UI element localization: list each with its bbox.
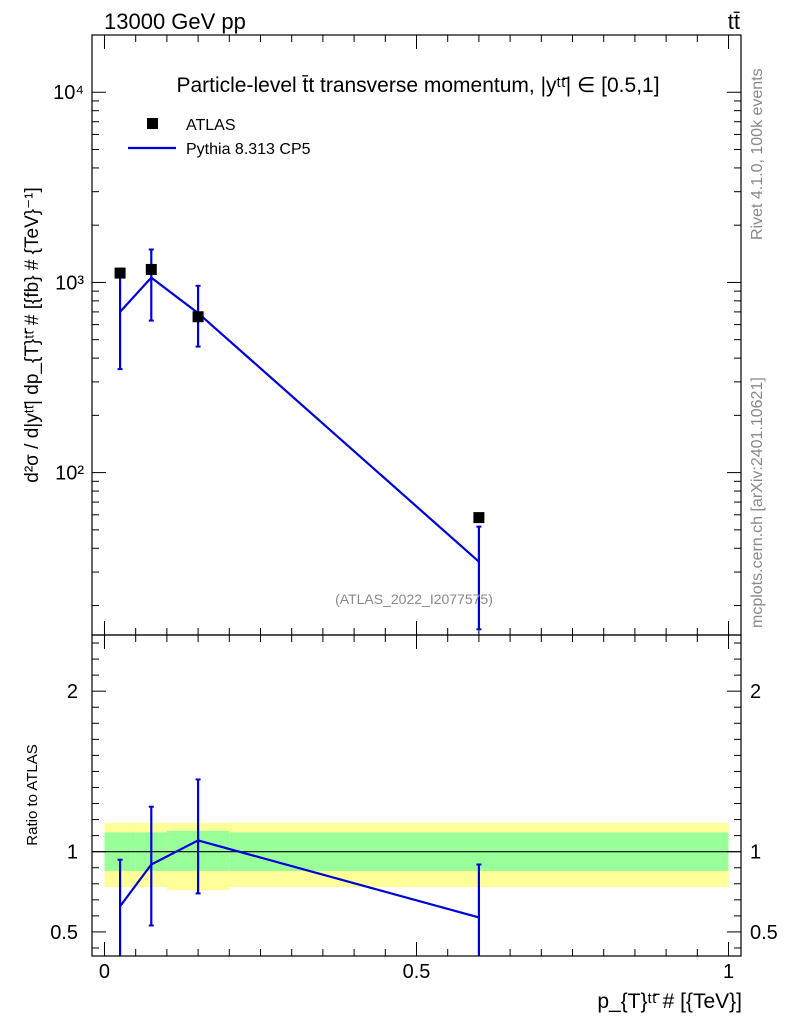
data-point <box>192 311 204 323</box>
x-tick-label: 1 <box>723 961 734 983</box>
main-x-ticks <box>103 35 730 635</box>
data-point <box>145 263 157 275</box>
main-panel: 10² 10³ 10⁴ Particle-level t̄t transverse … <box>22 34 742 636</box>
energy-label: 13000 GeV pp <box>104 9 246 34</box>
ratio-y-ticks: 0.5 0.5 1 1 2 2 <box>50 642 778 949</box>
ratio-y-axis-label: Ratio to ATLAS <box>24 744 41 845</box>
ratio-x-ticks: 0 0.5 1 <box>99 635 734 983</box>
mc-line <box>119 276 480 563</box>
main-title: Particle-level t̄t transverse momentum, … <box>176 74 659 97</box>
x-tick-label: 0 <box>99 961 110 983</box>
ratio-y-tick-label-right: 2 <box>750 681 761 703</box>
ratio-frame <box>91 634 742 957</box>
analysis-watermark: (ATLAS_2022_I2077575) <box>335 591 493 607</box>
main-series <box>114 248 485 631</box>
main-y-ticks: 10² 10³ 10⁴ <box>53 34 741 607</box>
x-tick-label: 0.5 <box>403 961 431 983</box>
legend-mc-label: Pythia 8.313 CP5 <box>186 141 311 158</box>
ratio-y-tick-label: 0.5 <box>50 922 78 944</box>
data-point <box>473 512 485 524</box>
rivet-label: Rivet 4.1.0, 100k events <box>749 68 766 240</box>
ratio-panel: 0.5 0.51 12 2 0 0.5 1 Ratio to ATLAS p_{T}ᵗᵗ̄… <box>24 634 778 1013</box>
x-axis-label: p_{T}ᵗᵗ̄ # [{TeV}] <box>597 990 742 1013</box>
ratio-line <box>119 839 480 919</box>
legend: ATLAS Pythia 8.313 CP5 <box>128 117 311 158</box>
ratio-y-tick-label: 1 <box>67 842 78 864</box>
process-label: tt̄ <box>728 9 740 34</box>
main-y-axis-label: d²σ / d|yᵗᵗ̄| dp_{T}ᵗᵗ̄ # [{fb} # {TeV}⁻… <box>22 187 43 483</box>
main-y-tick-label: 10² <box>55 463 84 485</box>
legend-data-marker <box>147 118 158 129</box>
ratio-y-tick-label: 2 <box>67 681 78 703</box>
ratio-y-tick-label-right: 0.5 <box>750 922 778 944</box>
legend-data-label: ATLAS <box>186 117 236 134</box>
data-point <box>114 267 126 279</box>
main-y-tick-label: 10³ <box>55 272 84 294</box>
mcplots-label: mcplots.cern.ch [arXiv:2401.10621] <box>749 377 766 628</box>
ratio-y-tick-label-right: 1 <box>750 842 761 864</box>
main-y-tick-label: 10⁴ <box>53 82 84 104</box>
ratio-series <box>117 778 482 956</box>
